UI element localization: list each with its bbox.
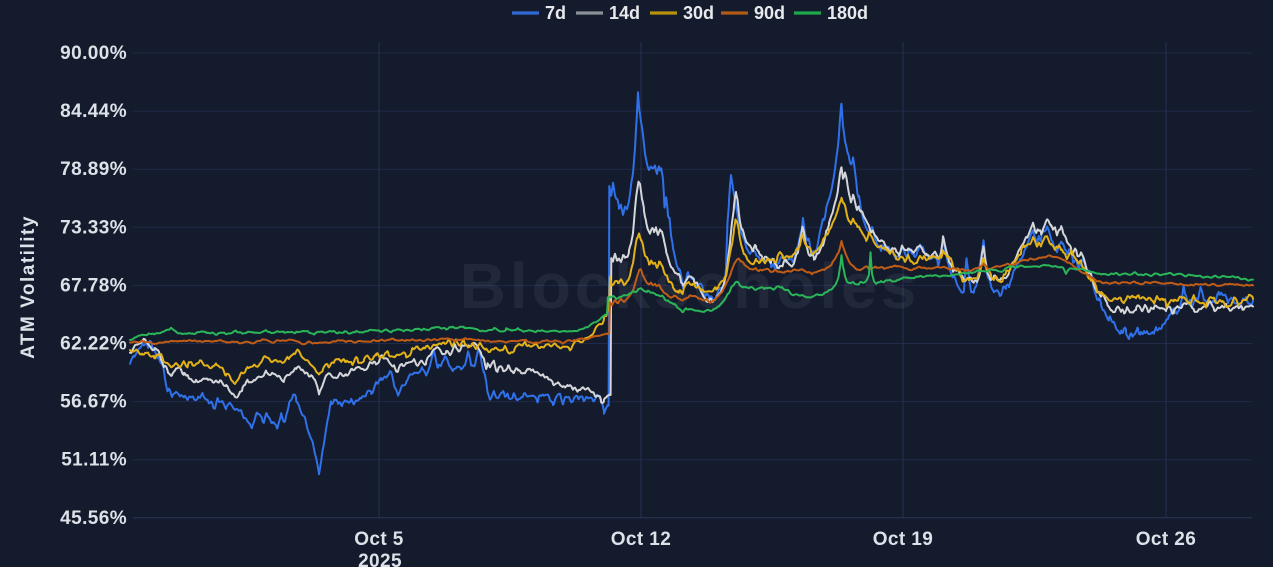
svg-text:Oct 19: Oct 19 bbox=[873, 529, 934, 550]
svg-text:56.67%: 56.67% bbox=[60, 392, 127, 413]
svg-text:Oct 5: Oct 5 bbox=[354, 529, 404, 550]
svg-text:84.44%: 84.44% bbox=[60, 101, 127, 122]
svg-text:14d: 14d bbox=[609, 3, 640, 23]
svg-text:7d: 7d bbox=[545, 3, 566, 23]
svg-text:67.78%: 67.78% bbox=[60, 275, 127, 296]
svg-text:2025: 2025 bbox=[358, 551, 402, 567]
svg-text:Oct 12: Oct 12 bbox=[611, 529, 672, 550]
svg-text:90.00%: 90.00% bbox=[60, 43, 127, 64]
svg-text:73.33%: 73.33% bbox=[60, 217, 127, 238]
svg-text:45.56%: 45.56% bbox=[60, 508, 127, 529]
svg-text:51.11%: 51.11% bbox=[61, 450, 127, 471]
svg-text:30d: 30d bbox=[683, 3, 714, 23]
svg-text:Blockscholes: Blockscholes bbox=[460, 250, 921, 322]
svg-text:90d: 90d bbox=[754, 3, 785, 23]
svg-text:ATM Volatility: ATM Volatility bbox=[18, 215, 39, 359]
svg-text:78.89%: 78.89% bbox=[60, 159, 127, 180]
svg-text:62.22%: 62.22% bbox=[60, 334, 127, 355]
svg-text:180d: 180d bbox=[827, 3, 868, 23]
svg-text:Oct 26: Oct 26 bbox=[1136, 529, 1197, 550]
